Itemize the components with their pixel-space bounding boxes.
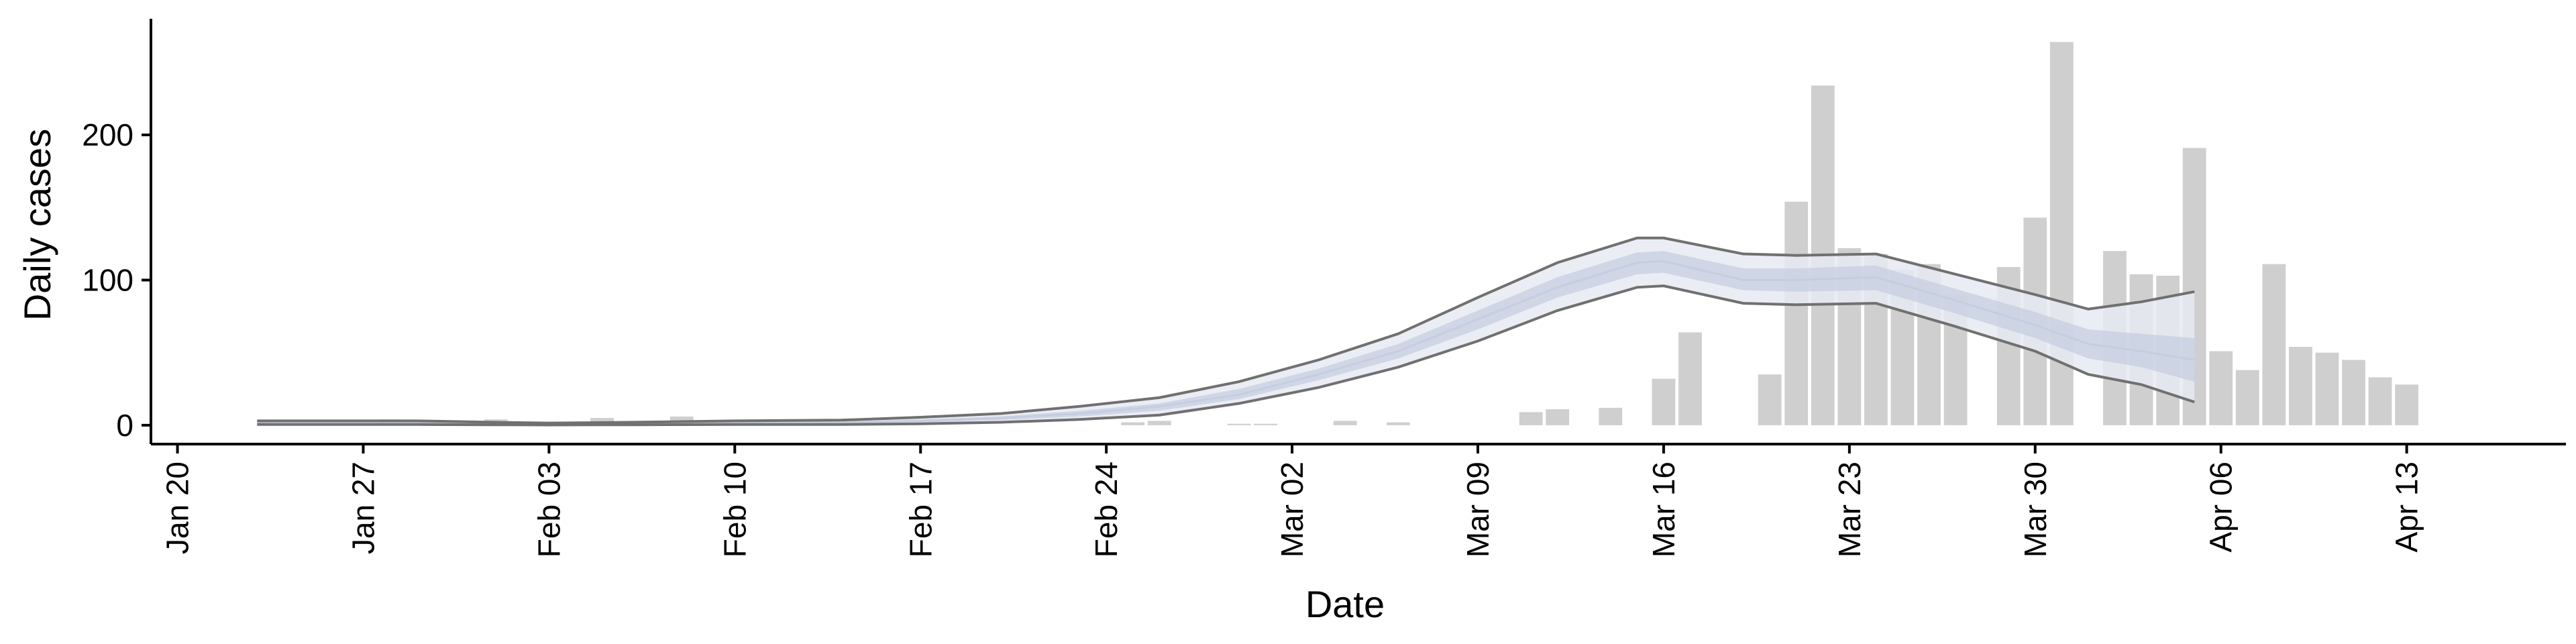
bar (1333, 421, 1357, 425)
bar (2235, 370, 2259, 425)
bar (1121, 422, 1145, 425)
y-tick-label: 0 (116, 408, 133, 443)
x-tick-label: Feb 17 (903, 462, 938, 557)
x-tick-label: Feb 03 (531, 462, 566, 557)
y-tick-label: 100 (82, 262, 133, 297)
x-tick-label: Mar 09 (1460, 462, 1495, 557)
interval-band (257, 236, 2195, 427)
bar (2395, 384, 2419, 425)
bar (1652, 378, 1676, 425)
bar (2315, 352, 2339, 425)
bar (1227, 423, 1251, 425)
x-tick-label: Mar 02 (1275, 462, 1309, 557)
upper-bound-line (257, 236, 2195, 425)
x-tick-label: Mar 16 (1646, 462, 1681, 557)
x-tick-label: Mar 23 (1832, 462, 1867, 557)
outer-interval-area (257, 237, 2195, 425)
x-tick-label: Apr 06 (2204, 462, 2239, 553)
x-axis-title: Date (1305, 583, 1385, 625)
bar (2262, 264, 2286, 425)
y-axis-ticks: 0 100 200 (82, 117, 151, 443)
bar (1254, 423, 1277, 425)
x-tick-label: Feb 24 (1089, 462, 1124, 557)
x-tick-label: Feb 10 (717, 462, 752, 557)
y-axis-title: Daily cases (16, 129, 58, 321)
x-tick-label: Jan 20 (160, 462, 195, 554)
bar (1546, 409, 1570, 425)
bar (1147, 421, 1171, 425)
x-axis-ticks: Jan 20 Jan 27 Feb 03 Feb 10 Feb 17 Feb 24 Mar … (160, 444, 2424, 557)
bar (2288, 347, 2312, 425)
bar (1758, 374, 1782, 425)
bar (1599, 407, 1623, 425)
x-tick-label: Jan 27 (345, 462, 380, 554)
bar (2342, 360, 2365, 425)
bar (1519, 412, 1543, 425)
bar (1678, 332, 1702, 425)
y-tick-label: 200 (82, 117, 133, 152)
bar (2368, 377, 2392, 425)
bar (2209, 351, 2233, 425)
bar (1386, 422, 1410, 425)
lower-bound-line (257, 284, 2195, 427)
x-tick-label: Apr 13 (2390, 462, 2424, 553)
bar (1784, 201, 1809, 425)
axes (150, 19, 2566, 445)
x-tick-label: Mar 30 (2018, 462, 2053, 557)
